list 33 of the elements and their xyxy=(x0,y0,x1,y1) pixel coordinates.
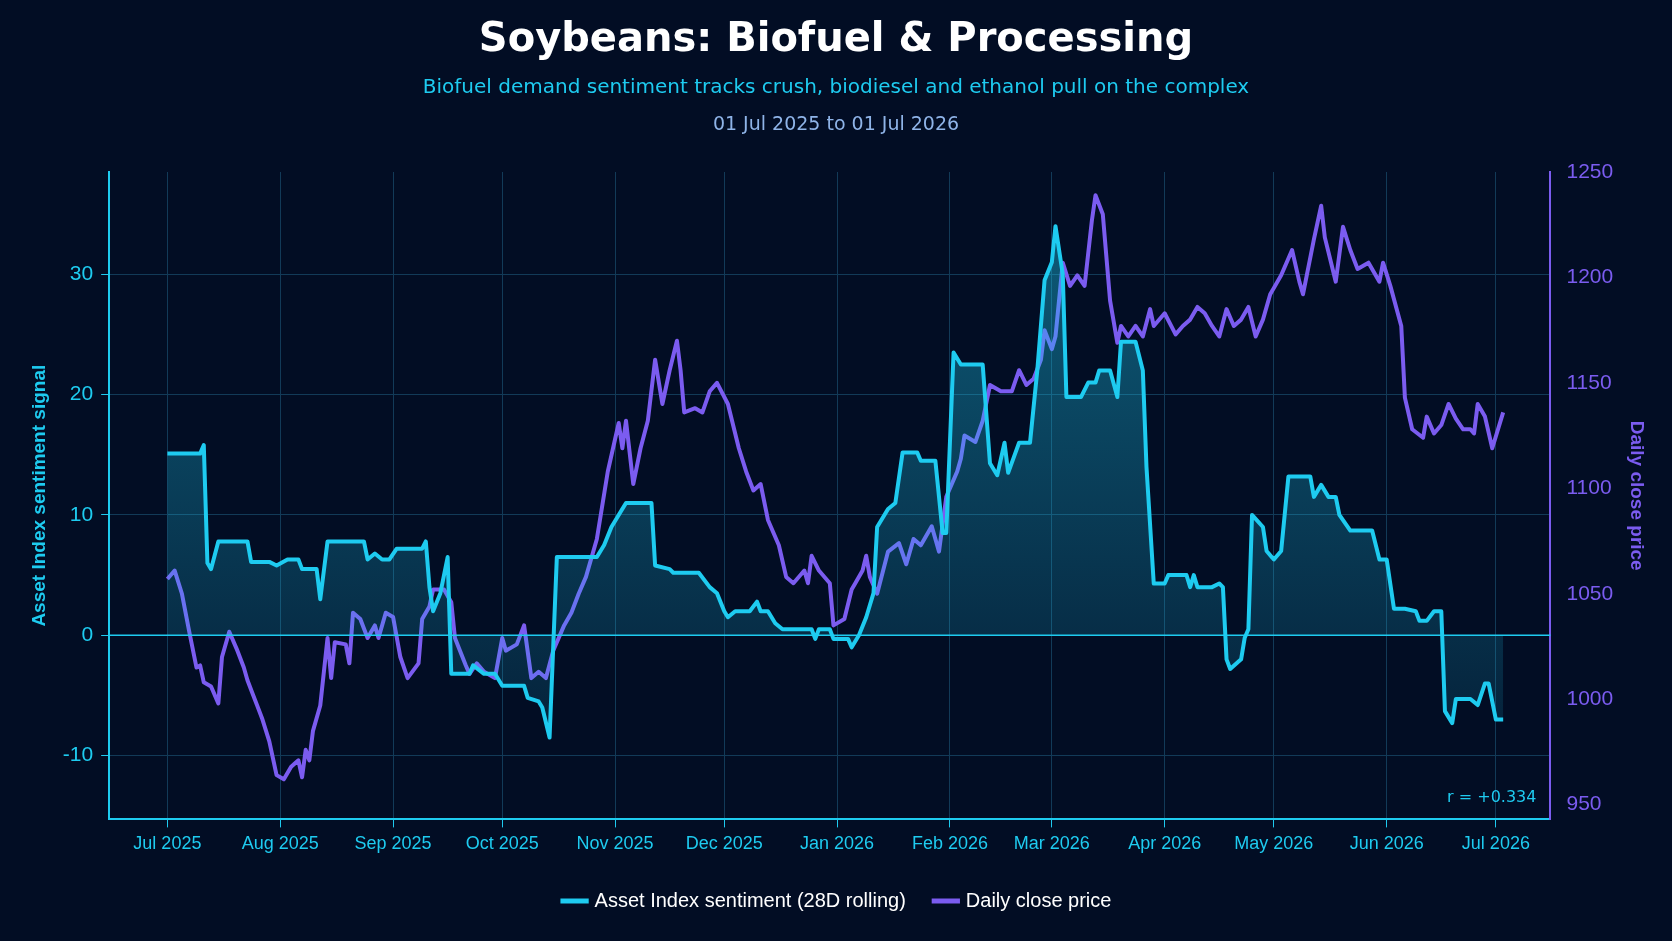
y2-tick-label: 1200 xyxy=(1566,264,1614,288)
x-tick-label: Jul 2026 xyxy=(1461,833,1530,854)
x-tick-label: Apr 2026 xyxy=(1128,833,1202,854)
y2-tick-label: 950 xyxy=(1566,791,1602,815)
y-tick-label: 10 xyxy=(69,501,94,525)
x-tick-label: Aug 2025 xyxy=(241,833,319,854)
y2-tick-label: 1050 xyxy=(1566,580,1614,604)
chart-title: Soybeans: Biofuel & Processing xyxy=(477,13,1195,60)
legend-label: Asset Index sentiment (28D rolling) xyxy=(594,888,906,911)
legend-label: Daily close price xyxy=(965,888,1112,911)
x-tick-label: Jun 2026 xyxy=(1349,833,1424,854)
x-tick-label: Feb 2026 xyxy=(911,833,988,854)
x-tick-label: Oct 2025 xyxy=(465,833,539,854)
x-tick-label: Mar 2026 xyxy=(1013,833,1090,854)
y2-axis-title: Daily close price xyxy=(1627,420,1649,571)
y-axis-title: Asset Index sentiment signal xyxy=(27,364,49,627)
y2-tick-label: 1100 xyxy=(1566,475,1612,499)
y-tick-label: -10 xyxy=(62,742,94,766)
y-tick-label: 0 xyxy=(81,622,94,646)
y2-tick-label: 1250 xyxy=(1566,158,1614,182)
x-tick-label: Jan 2026 xyxy=(800,833,875,854)
x-tick-label: May 2026 xyxy=(1234,833,1314,854)
chart-subtitle: Biofuel demand sentiment tracks crush, biodiesel and ethanol pull on the complex xyxy=(421,74,1251,98)
x-tick-label: Dec 2025 xyxy=(685,833,763,854)
text: 01 Jul 2025 to 01 Jul 2026 xyxy=(711,112,961,134)
y-tick-label: 30 xyxy=(69,261,94,285)
x-tick-label: Sep 2025 xyxy=(354,833,432,854)
x-tick-label: Jul 2025 xyxy=(133,833,202,854)
annotation: r = +0.334 xyxy=(1447,786,1537,806)
y2-tick-label: 1150 xyxy=(1566,369,1612,393)
y2-tick-label: 1000 xyxy=(1566,686,1614,709)
y-tick-label: 20 xyxy=(69,381,94,405)
x-tick-label: Nov 2025 xyxy=(576,833,654,854)
